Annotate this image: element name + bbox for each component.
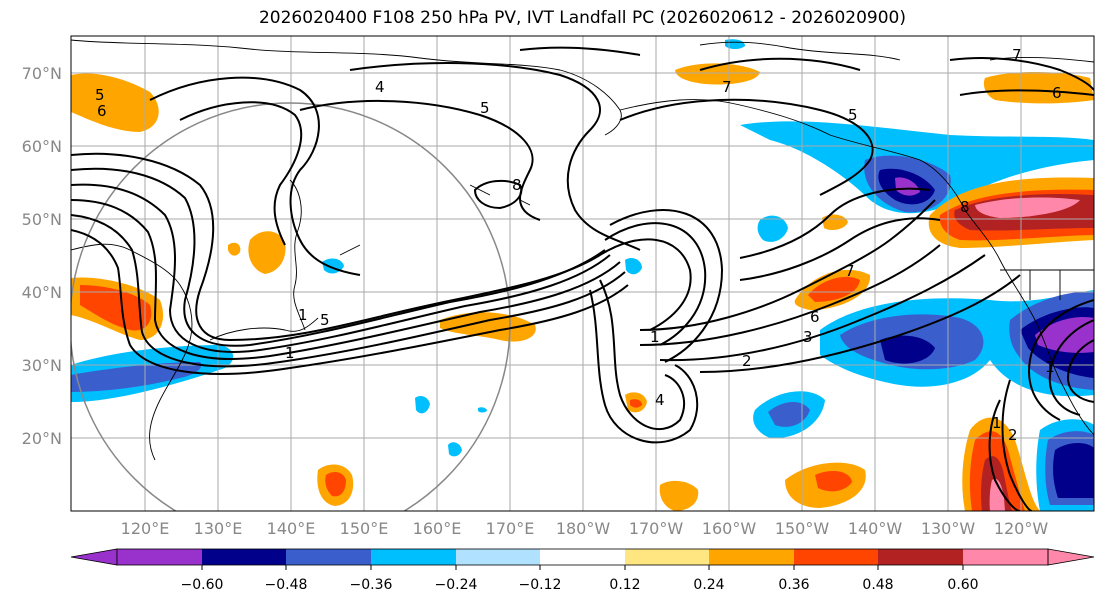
colorbar-tick-label: −0.60 <box>181 577 224 593</box>
lon-label: 170°E <box>486 519 535 538</box>
contour-label: 5 <box>480 99 490 117</box>
lon-label: 120°E <box>121 519 170 538</box>
colorbar-segment <box>963 549 1048 565</box>
colorbar-frame <box>116 548 1049 566</box>
contour-label: 2 <box>1008 426 1018 444</box>
figure-title: 2026020400 F108 250 hPa PV, IVT Landfall… <box>258 8 906 28</box>
contour-label: 3 <box>803 328 813 346</box>
contour-label: 5 <box>320 311 330 329</box>
lat-label: 60°N <box>22 137 62 156</box>
colorbar-tick-label: 0.48 <box>862 577 893 593</box>
contour-label: 1 <box>1045 358 1055 376</box>
contour-label: 5 <box>848 106 858 124</box>
lat-label: 50°N <box>22 210 62 229</box>
lon-label: 160°W <box>702 519 757 538</box>
contour-label: 8 <box>512 176 522 194</box>
lon-label: 160°E <box>413 519 462 538</box>
colorbar-segment <box>117 549 202 565</box>
contour-label: 7 <box>845 262 855 280</box>
contour-label: 7 <box>1012 46 1022 64</box>
colorbar: −0.60 −0.48 −0.36 −0.24 −0.12 0.12 0.24 … <box>70 548 1095 593</box>
contour-label: 5 <box>95 86 105 104</box>
colorbar-tick-label: −0.36 <box>350 577 393 593</box>
contour-label: 1 <box>992 414 1002 432</box>
lon-label: 130°E <box>194 519 243 538</box>
lon-label: 120°W <box>994 519 1049 538</box>
graticule <box>71 36 1094 511</box>
contour-label: 6 <box>1052 84 1062 102</box>
colorbar-segment <box>456 549 540 565</box>
lon-label: 140°W <box>848 519 903 538</box>
lat-label: 20°N <box>22 429 62 448</box>
pc-anomaly-fills <box>71 39 1094 511</box>
colorbar-low-extend <box>70 548 118 566</box>
contour-label: 1 <box>650 328 660 346</box>
colorbar-high-extend <box>1047 548 1095 566</box>
lon-label: 150°W <box>775 519 830 538</box>
coastlines <box>71 39 1094 461</box>
contour-label: 7 <box>722 78 732 96</box>
colorbar-segment <box>625 549 709 565</box>
map-frame <box>70 35 1095 512</box>
colorbar-tick-label: 0.12 <box>609 577 640 593</box>
colorbar-tick-label: −0.12 <box>519 577 562 593</box>
contour-label: 2 <box>742 352 752 370</box>
contour-label: 1 <box>285 344 295 362</box>
contour-label: 4 <box>655 391 665 409</box>
colorbar-tick-label: 0.36 <box>778 577 809 593</box>
landfall-region-circle <box>71 102 511 511</box>
colorbar-segment <box>709 549 794 565</box>
lon-label: 180°W <box>556 519 611 538</box>
colorbar-tick-label: −0.24 <box>435 577 478 593</box>
contour-label: 8 <box>960 198 970 216</box>
latitude-labels: 70°N 60°N 50°N 40°N 30°N 20°N <box>22 64 62 448</box>
contour-label: 6 <box>97 102 107 120</box>
colorbar-segment <box>540 549 625 565</box>
lon-label: 130°W <box>921 519 976 538</box>
pv-contours <box>71 46 1094 511</box>
colorbar-segment <box>202 549 286 565</box>
colorbar-segment <box>371 549 456 565</box>
contour-label: 6 <box>810 308 820 326</box>
colorbar-tick-label: 0.24 <box>693 577 724 593</box>
colorbar-segment <box>286 549 371 565</box>
longitude-labels: 120°E 130°E 140°E 150°E 160°E 170°E 180°… <box>121 519 1049 538</box>
lon-label: 150°E <box>340 519 389 538</box>
lon-label: 170°W <box>629 519 684 538</box>
contour-label: 1 <box>298 306 308 324</box>
lon-label: 140°E <box>267 519 316 538</box>
colorbar-tick-label: 0.60 <box>947 577 978 593</box>
contour-label: 4 <box>375 78 385 96</box>
lat-label: 70°N <box>22 64 62 83</box>
colorbar-tick-label: −0.48 <box>265 577 308 593</box>
contour-labels: 5 6 4 5 7 5 7 6 8 1 5 1 1 4 2 3 6 7 8 1 … <box>95 46 1062 444</box>
colorbar-segment <box>794 549 878 565</box>
lat-label: 30°N <box>22 356 62 375</box>
colorbar-segment <box>878 549 963 565</box>
lat-label: 40°N <box>22 283 62 302</box>
